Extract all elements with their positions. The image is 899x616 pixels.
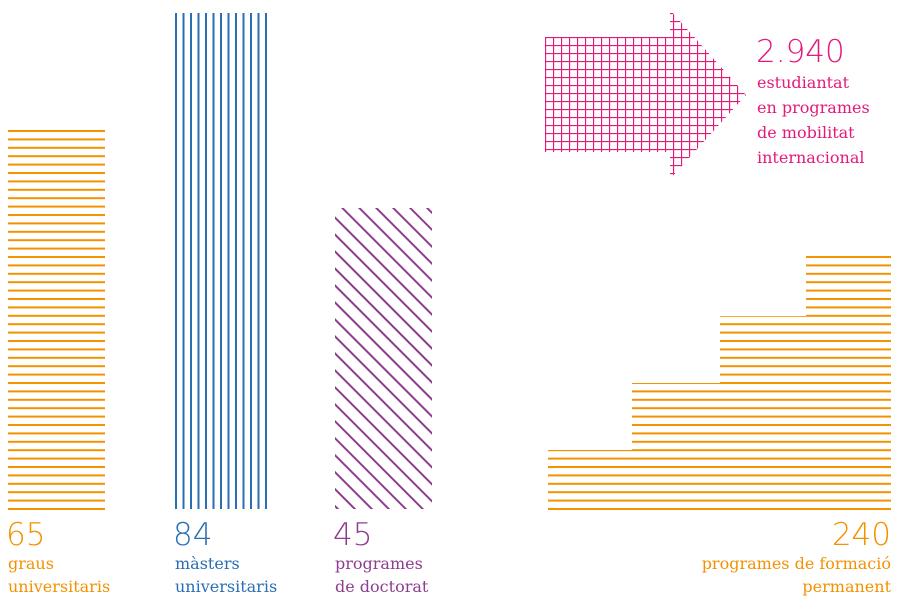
arrow-pattern [545, 10, 746, 179]
label: de doctorat [335, 577, 429, 596]
stairs [548, 256, 891, 511]
bar-pattern [335, 208, 432, 509]
label: universitaris [175, 577, 277, 596]
label: graus [8, 554, 54, 573]
label: internacional [757, 148, 864, 167]
value: 240 [832, 517, 891, 553]
label: programes [335, 554, 423, 573]
value: 2.940 [756, 34, 845, 70]
bar-pattern [175, 13, 272, 509]
label: estudiantat [757, 73, 850, 92]
stair [632, 383, 720, 511]
label: permanent [802, 577, 891, 596]
label: en programes [757, 98, 870, 117]
value: 65 [6, 517, 45, 553]
label: programes de formació [702, 554, 891, 573]
label: màsters [175, 554, 240, 573]
stair [720, 316, 806, 511]
value: 45 [333, 517, 372, 553]
stair [806, 256, 891, 511]
label: de mobilitat [757, 123, 855, 142]
stair [548, 450, 632, 511]
label: universitaris [8, 577, 110, 596]
bar-pattern [8, 130, 105, 510]
value: 84 [173, 517, 212, 553]
